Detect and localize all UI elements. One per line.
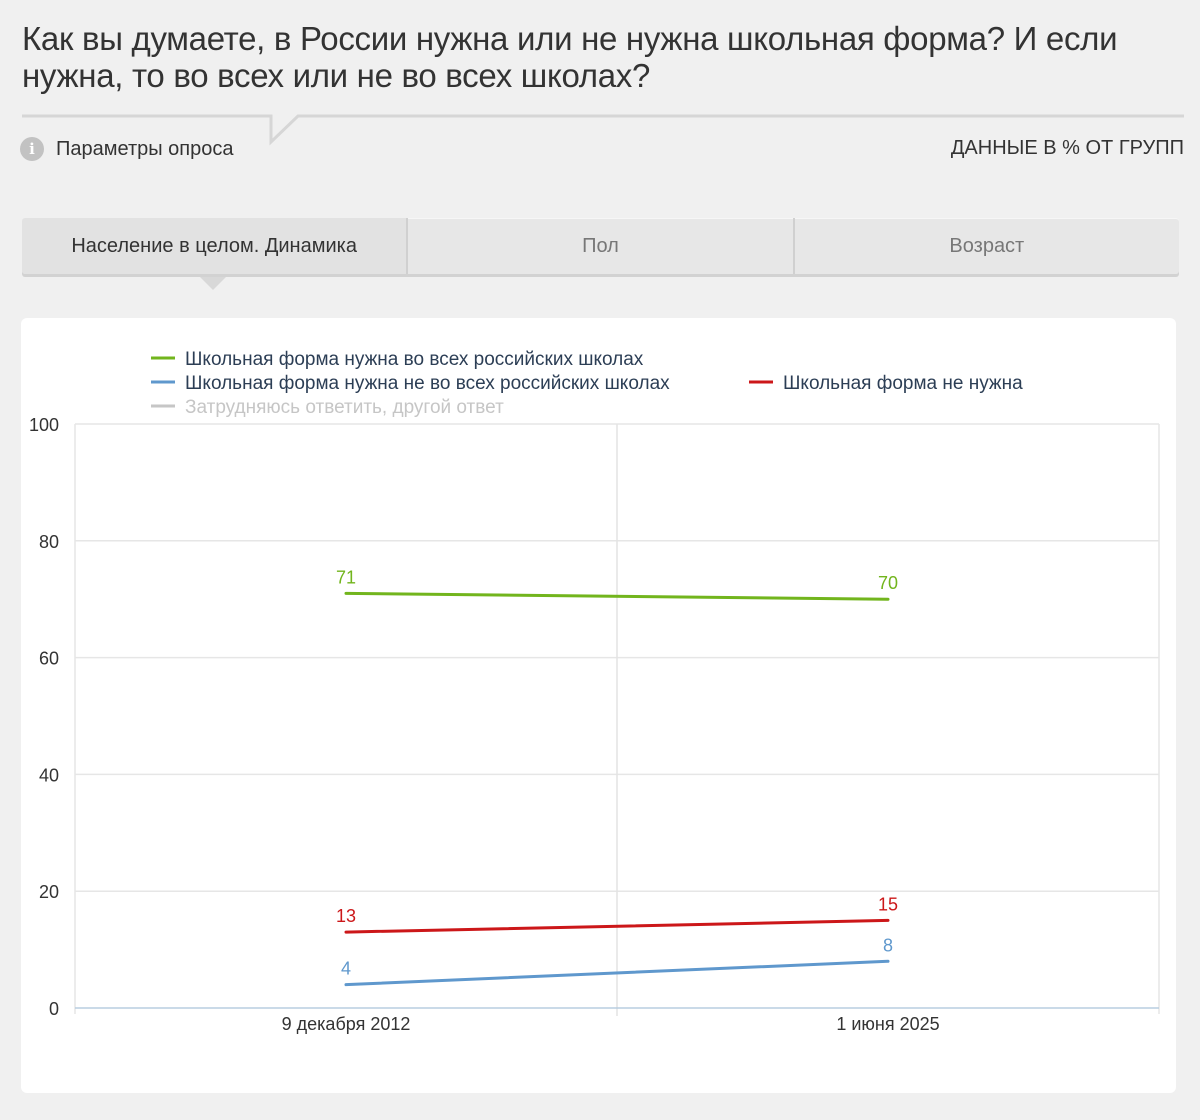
data-label: 13	[336, 906, 356, 926]
tab-age[interactable]: Возраст	[792, 218, 1179, 274]
tab-bar: Население в целом. Динамика Пол Возраст	[22, 218, 1179, 274]
legend-item-3[interactable]: Затрудняюсь ответить, другой ответ	[151, 397, 504, 418]
active-tab-pointer	[200, 277, 226, 290]
data-label: 71	[336, 567, 356, 587]
legend-label: Школьная форма нужна не во всех российск…	[185, 373, 670, 394]
y-tick-label: 80	[39, 532, 59, 552]
data-label: 4	[341, 959, 351, 979]
info-icon: i	[20, 137, 44, 161]
data-label: 15	[878, 894, 898, 914]
page-title: Как вы думаете, в России нужна или не ну…	[22, 20, 1118, 94]
legend-item-2[interactable]: Школьная форма не нужна	[749, 373, 1023, 394]
units-label: ДАННЫЕ В % ОТ ГРУПП	[950, 137, 1184, 159]
legend-label: Школьная форма нужна во всех российских …	[185, 349, 644, 370]
legend-label: Затрудняюсь ответить, другой ответ	[185, 397, 504, 418]
tab-population-dynamics[interactable]: Население в целом. Динамика	[22, 218, 407, 274]
y-tick-label: 20	[39, 882, 59, 902]
y-tick-label: 40	[39, 765, 59, 785]
series-line-2	[344, 918, 890, 934]
legend-item-0[interactable]: Школьная форма нужна во всех российских …	[151, 349, 644, 370]
chart-panel: 0 20 40 60 80 100 9 декабря 2012 1 июня 2025 71 7…	[21, 318, 1176, 1093]
header-divider	[22, 114, 1184, 146]
y-tick-label: 0	[49, 999, 59, 1019]
survey-params-toggle[interactable]: i Параметры опроса	[20, 136, 234, 162]
legend-label: Школьная форма не нужна	[783, 373, 1023, 394]
data-label: 8	[883, 935, 893, 955]
y-tick-label: 100	[29, 415, 59, 435]
data-label: 70	[878, 573, 898, 593]
x-tick-label: 9 декабря 2012	[282, 1014, 411, 1034]
x-tick-label: 1 июня 2025	[836, 1014, 939, 1034]
series-line-1	[344, 959, 890, 987]
y-tick-label: 60	[39, 649, 59, 669]
legend-item-1[interactable]: Школьная форма нужна не во всех российск…	[151, 373, 670, 394]
series-line-0	[344, 591, 890, 601]
line-chart: 0 20 40 60 80 100 9 декабря 2012 1 июня 2025 71 7…	[29, 349, 1160, 1034]
survey-params-label: Параметры опроса	[56, 137, 234, 160]
tab-gender[interactable]: Пол	[406, 218, 792, 274]
